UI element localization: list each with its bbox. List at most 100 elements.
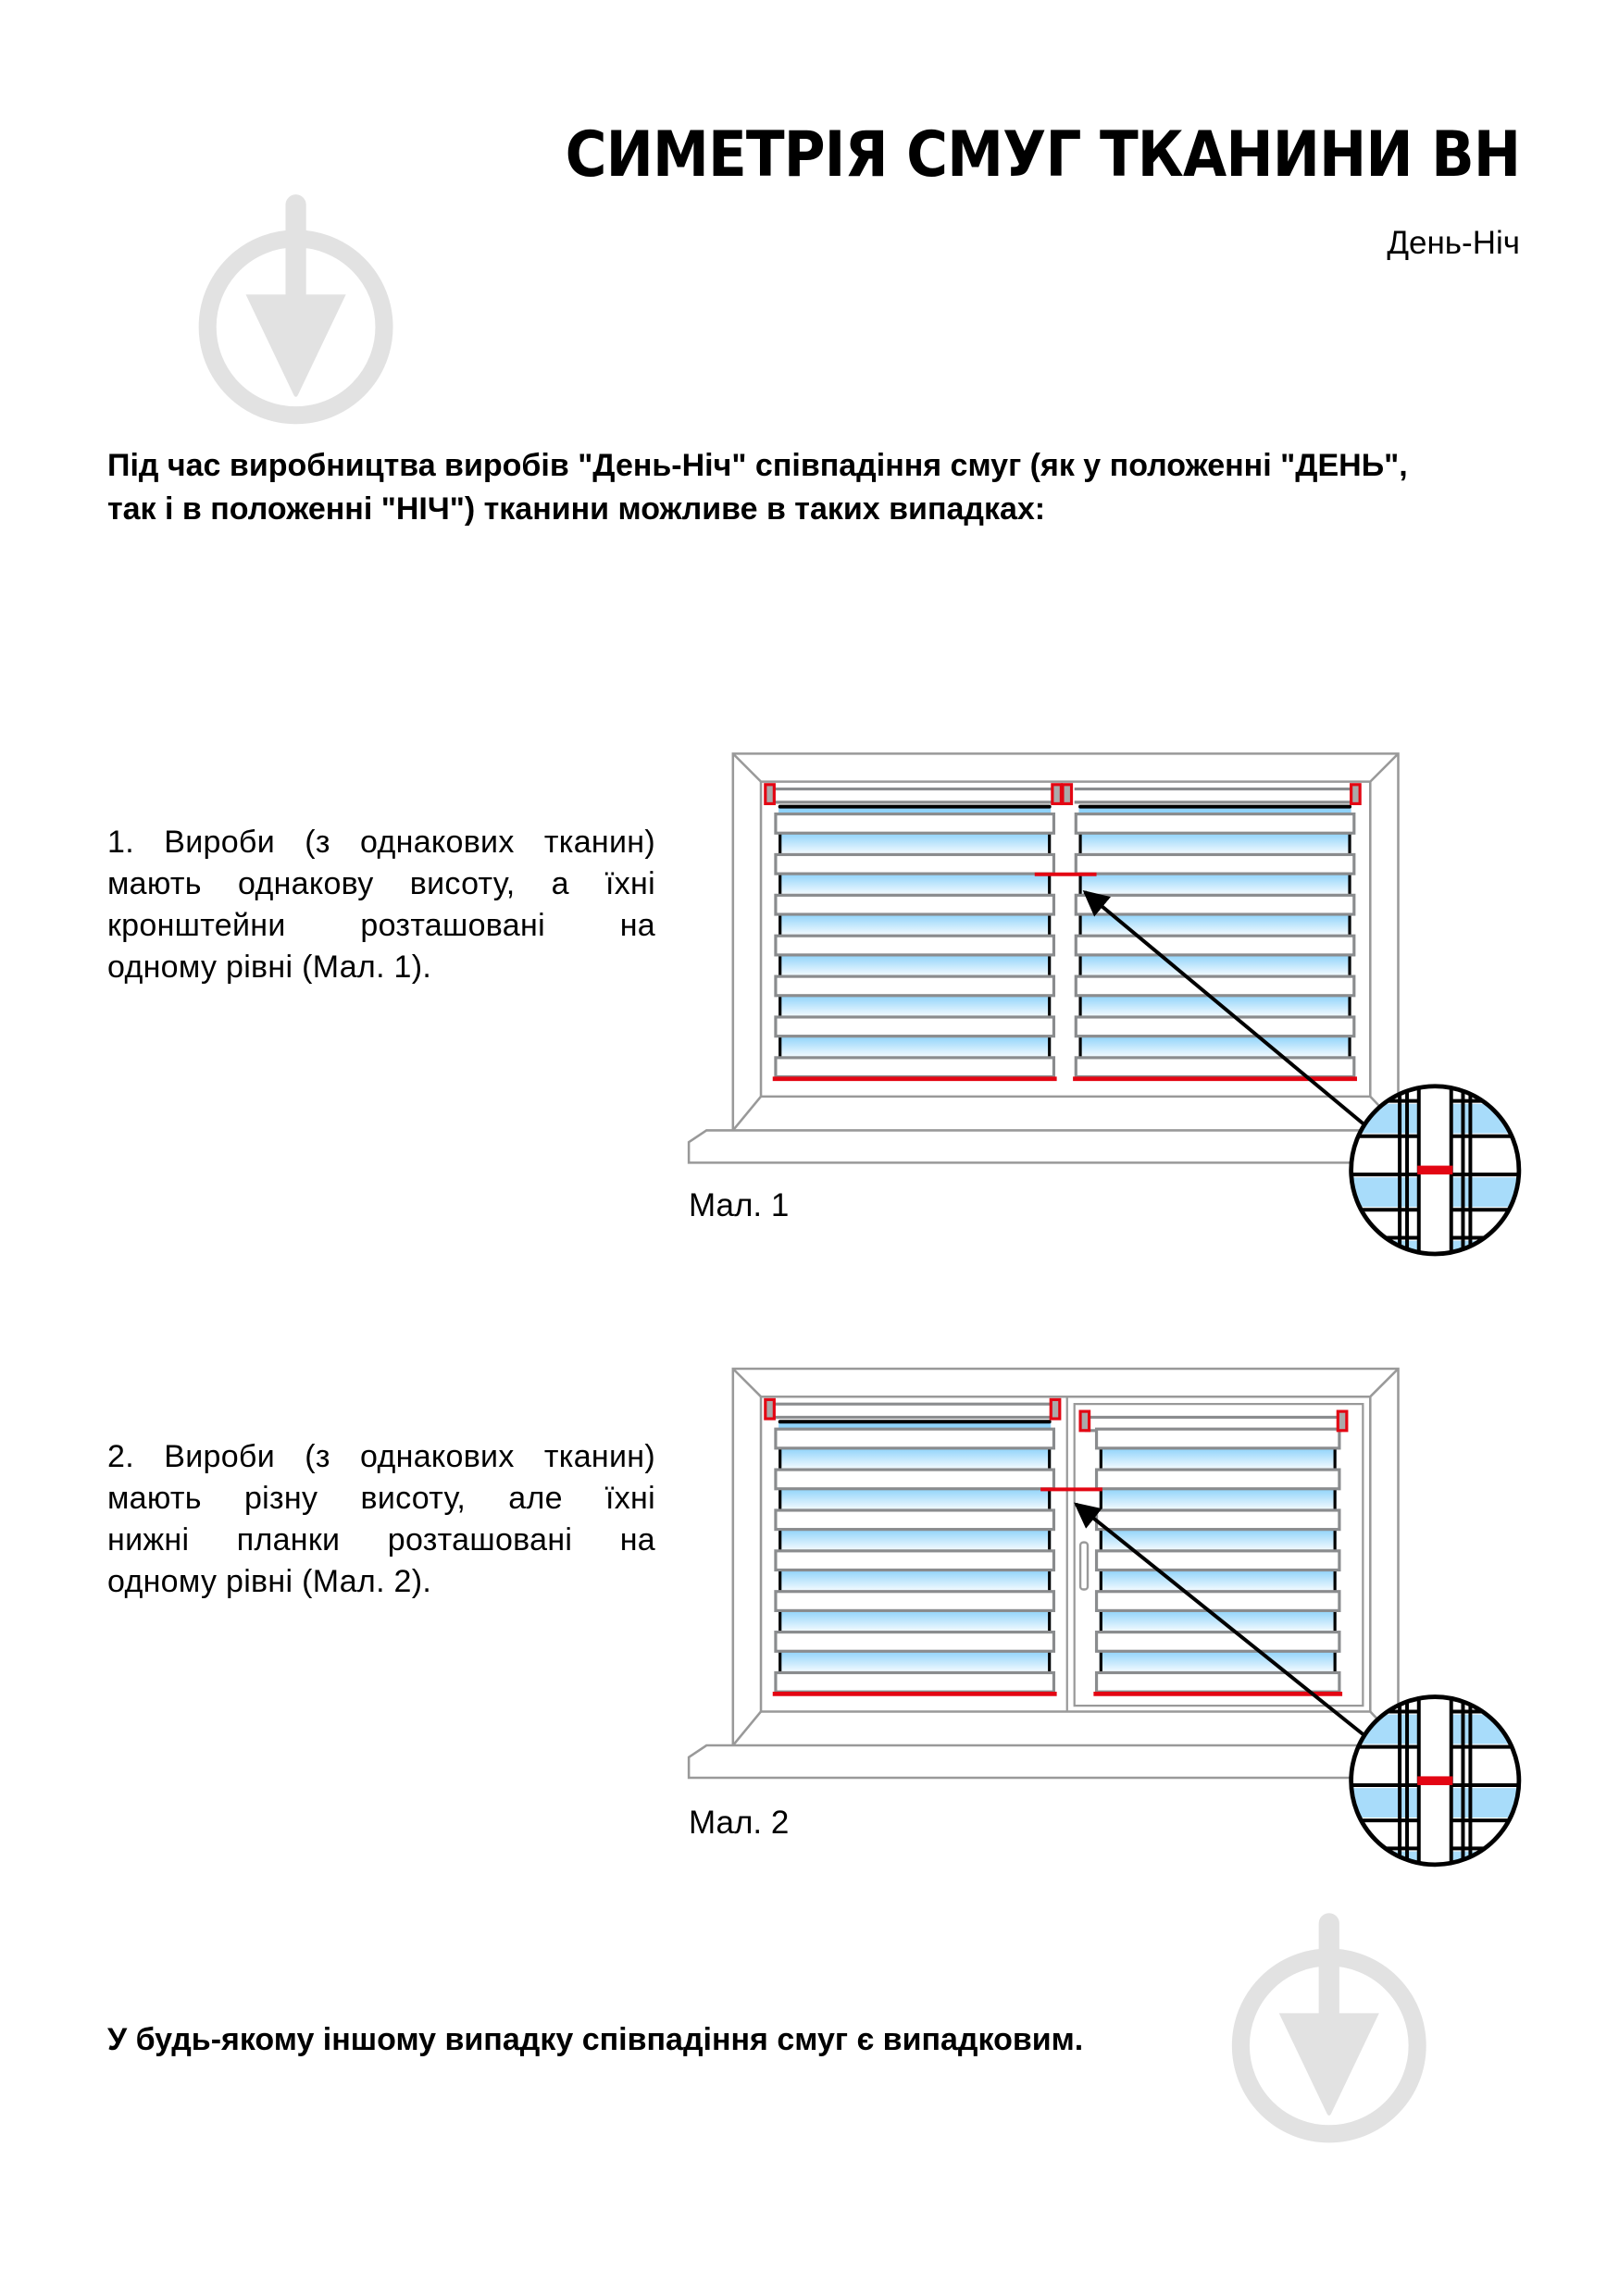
fabric-blue-band (1099, 1529, 1337, 1551)
fabric-white-band (774, 974, 1056, 998)
page-title: СИМЕТРІЯ СМУГ ТКАНИНИ ВН (565, 118, 1520, 192)
fabric-white-band (1094, 1670, 1341, 1694)
fabric-blue-band (778, 1651, 1052, 1673)
fabric-white-band (1074, 893, 1356, 916)
fabric-blue-band (1078, 995, 1351, 1017)
fabric-white-band (774, 1468, 1056, 1491)
fabric-white-band (1094, 1631, 1341, 1653)
bracket-marker (764, 1397, 776, 1421)
intro-line: Під час виробництва виробів "День-Ніч" с… (107, 448, 1408, 483)
arrow-icon (1074, 1502, 1367, 1739)
fabric-white-band (1074, 852, 1356, 875)
bracket-marker (1078, 1409, 1091, 1433)
figure-1-caption: Мал. 1 (689, 1187, 790, 1223)
fabric-blue-band (778, 954, 1052, 977)
fabric-blue-band (778, 1488, 1052, 1510)
fabric-white-band (1094, 1427, 1341, 1450)
fabric-blue-band (778, 1036, 1052, 1058)
bracket-marker (1061, 783, 1074, 806)
fabric-blue-band (778, 1447, 1052, 1471)
fabric-white-band (1074, 934, 1356, 957)
alignment-marker (1417, 1165, 1453, 1175)
fabric-white-band (774, 812, 1056, 835)
figure-2-caption: Мал. 2 (689, 1805, 790, 1841)
fabric-blue-band (1099, 1447, 1337, 1471)
case-1-text: 1. Вироби (з однакових тканин) мають одн… (107, 822, 655, 988)
bracket-marker (1051, 783, 1063, 806)
case-line: 2. Вироби (з однакових тканин) (107, 1439, 655, 1474)
bracket-marker (764, 783, 776, 806)
page-subtitle: День-Ніч (1387, 225, 1520, 261)
fabric-blue-band (1099, 1570, 1337, 1592)
watermark-logo-top (198, 194, 393, 425)
fabric-blue-band (778, 1610, 1052, 1632)
fabric-blue-band (778, 914, 1052, 937)
fabric-blue-band (778, 1529, 1052, 1551)
fabric-blue-band (1078, 914, 1351, 937)
fabric-blue-band (1078, 806, 1351, 816)
window-sash (1065, 1396, 1364, 1712)
fabric-white-band (774, 1631, 1056, 1653)
fabric-blue-band (778, 995, 1052, 1017)
fabric-white-band (774, 1427, 1056, 1450)
magnifier-ring (1349, 1694, 1522, 1868)
window-reveal-top (731, 752, 1400, 783)
fabric-blue-band (778, 833, 1052, 855)
magnifier-detail-icon (1351, 1086, 1519, 1254)
fabric-white-band (774, 934, 1056, 957)
fabric-white-band (1094, 1549, 1341, 1572)
figure-2-window (687, 1367, 1522, 1868)
window-handle-icon (1078, 1541, 1090, 1591)
case-line: нижні планки розташовані на (107, 1522, 655, 1558)
case-line: мають різну висоту, але їхні (107, 1481, 655, 1516)
fabric-white-band (774, 1549, 1056, 1572)
fabric-white-band (774, 852, 1056, 875)
arrow-icon (1082, 890, 1367, 1128)
magnifier-ring (1349, 1084, 1522, 1257)
watermark-logo-bottom (1231, 1913, 1426, 2143)
fabric-blue-band (1078, 1036, 1351, 1058)
fabric-white-band (1074, 1015, 1356, 1038)
window-opening (759, 1396, 1372, 1713)
window-outer-frame (731, 752, 1400, 1131)
fabric-blue-band (1099, 1610, 1337, 1632)
fabric-white-band (774, 1015, 1056, 1038)
bracket-marker (1350, 783, 1362, 806)
window-opening (759, 781, 1372, 1098)
fabric-white-band (774, 1590, 1056, 1612)
bracket-marker (1336, 1409, 1349, 1433)
window-outer-frame (731, 1367, 1400, 1746)
intro-line: так і в положенні "НІЧ") тканини можливе… (107, 491, 1046, 527)
case-line: 1. Вироби (з однакових тканин) (107, 825, 655, 860)
intro-text: Під час виробництва виробів "День-Ніч" с… (107, 444, 1408, 531)
fabric-blue-band (778, 1421, 1052, 1431)
fabric-white-band (1094, 1468, 1341, 1491)
case-line: кронштейни розташовані на (107, 908, 655, 943)
fabric-white-band (774, 893, 1056, 916)
fabric-blue-band (1099, 1651, 1337, 1673)
fabric-blue-band (778, 874, 1052, 896)
trowel-blade-icon (1278, 2013, 1379, 2116)
fabric-white-band (1094, 1508, 1341, 1532)
case-2-text: 2. Вироби (з однакових тканин) мають різ… (107, 1436, 655, 1603)
fabric-white-band (1074, 1056, 1356, 1079)
case-line: мають однакову висоту, а їхні (107, 866, 655, 901)
bracket-marker (1049, 1397, 1062, 1421)
magnifier-detail-icon (1351, 1696, 1519, 1865)
fabric-white-band (774, 1670, 1056, 1694)
window-sill (687, 1744, 1385, 1780)
case-line: одному рівні (Мал. 1). (107, 949, 432, 985)
fabric-blue-band (1099, 1488, 1337, 1510)
window-reveal-top (731, 1368, 1400, 1398)
alignment-marker (1417, 1776, 1453, 1785)
fabric-blue-band (778, 806, 1052, 816)
case-line: одному рівні (Мал. 2). (107, 1564, 432, 1599)
window-sill (687, 1129, 1385, 1164)
fabric-white-band (1094, 1590, 1341, 1612)
fabric-blue-band (1078, 833, 1351, 855)
fabric-blue-band (1078, 954, 1351, 977)
fabric-blue-band (1078, 874, 1351, 896)
closing-note: У будь-якому іншому випадку співпадіння … (107, 2022, 1084, 2057)
fabric-white-band (774, 1056, 1056, 1079)
